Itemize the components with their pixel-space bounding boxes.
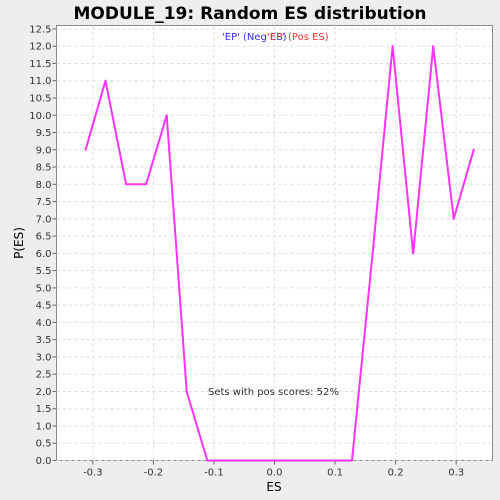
legend-entry-pos-es: 'EP' (Pos ES): [267, 32, 329, 43]
data-point: [186, 390, 188, 392]
y-tick-label: 2.0: [36, 387, 52, 398]
y-tick-label: 4.0: [36, 318, 52, 329]
y-tick-label: 3.5: [36, 335, 52, 346]
y-tick-label: 0.0: [36, 456, 52, 467]
y-tick-label: 11.0: [29, 76, 51, 87]
data-point: [166, 114, 168, 116]
y-tick-label: 7.5: [36, 197, 52, 208]
annotation-pos-scores: Sets with pos scores: 52%: [208, 387, 339, 398]
y-tick-label: 1.0: [36, 421, 52, 432]
data-point: [206, 460, 208, 462]
y-axis-label: P(ES): [12, 227, 26, 259]
y-tick-label: 5.5: [36, 266, 52, 277]
y-tick-label: 9.0: [36, 145, 52, 156]
y-tick-label: 10.0: [29, 111, 51, 122]
y-tick-label: 5.0: [36, 283, 52, 294]
y-tick-label: 6.0: [36, 249, 52, 260]
y-tick-label: 12.0: [29, 42, 51, 53]
y-tick-label: 10.5: [29, 94, 51, 105]
legend: 'EP' (Neg ES) 'EP' (Pos ES): [222, 32, 329, 43]
data-point: [473, 149, 475, 151]
x-tick-label: 0.0: [267, 468, 283, 479]
y-tick-label: 7.0: [36, 214, 52, 225]
data-point: [412, 252, 414, 254]
data-point: [85, 149, 87, 151]
y-tick-label: 8.5: [36, 163, 52, 174]
y-tick-label: 1.5: [36, 404, 52, 415]
data-point: [392, 45, 394, 47]
chart-title: MODULE_19: Random ES distribution: [74, 4, 427, 24]
y-tick-label: 0.5: [36, 439, 52, 450]
x-tick-label: 0.3: [448, 468, 464, 479]
x-tick-label: -0.1: [204, 468, 224, 479]
data-point: [372, 252, 374, 254]
y-tick-label: 6.5: [36, 232, 52, 243]
x-tick-label: -0.2: [144, 468, 164, 479]
data-point: [432, 45, 434, 47]
x-tick-label: 0.2: [388, 468, 404, 479]
data-point: [453, 218, 455, 220]
x-axis-label: ES: [266, 480, 281, 494]
data-point: [125, 183, 127, 185]
data-point: [105, 80, 107, 82]
data-point: [145, 183, 147, 185]
x-tick-label: 0.1: [327, 468, 343, 479]
x-tick-label: -0.3: [83, 468, 103, 479]
y-tick-label: 11.5: [29, 59, 51, 70]
y-tick-label: 3.0: [36, 352, 52, 363]
data-point: [351, 460, 353, 462]
y-tick-label: 8.0: [36, 180, 52, 191]
y-tick-label: 12.5: [29, 24, 51, 35]
y-tick-label: 2.5: [36, 370, 52, 381]
y-tick-label: 4.5: [36, 301, 52, 312]
y-tick-label: 9.5: [36, 128, 52, 139]
